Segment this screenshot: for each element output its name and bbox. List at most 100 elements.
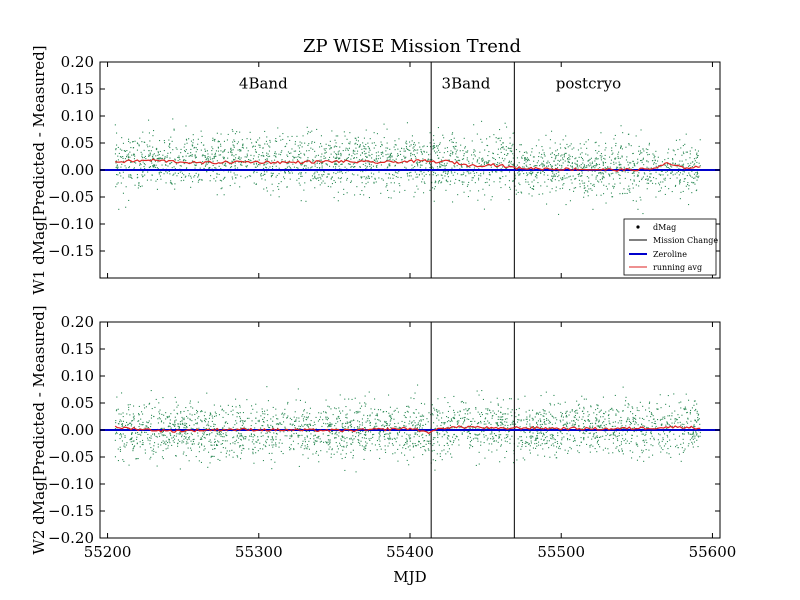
scatter-point xyxy=(312,148,314,150)
scatter-point xyxy=(603,176,605,178)
scatter-point xyxy=(492,410,494,412)
scatter-point xyxy=(201,420,203,422)
scatter-point xyxy=(579,445,581,447)
scatter-point xyxy=(544,181,546,183)
scatter-point xyxy=(389,432,391,434)
scatter-point xyxy=(655,150,657,152)
scatter-point xyxy=(405,438,407,440)
scatter-point xyxy=(223,194,225,196)
scatter-point xyxy=(401,452,403,454)
scatter-point xyxy=(692,436,694,438)
legend-item-zeroline: Zeroline xyxy=(629,250,687,259)
scatter-point xyxy=(241,435,243,437)
w1-running-avg xyxy=(114,158,701,172)
scatter-point xyxy=(537,160,539,162)
scatter-point xyxy=(291,148,293,150)
scatter-point xyxy=(262,174,264,176)
scatter-point xyxy=(530,154,532,156)
scatter-point xyxy=(318,412,320,414)
scatter-point xyxy=(654,420,656,422)
scatter-point xyxy=(390,155,392,157)
scatter-point xyxy=(406,441,408,443)
scatter-point xyxy=(151,414,153,416)
scatter-point xyxy=(481,141,483,143)
scatter-point xyxy=(487,160,489,162)
scatter-point xyxy=(650,433,652,435)
scatter-point xyxy=(448,420,450,422)
scatter-point xyxy=(651,160,653,162)
scatter-point xyxy=(443,423,445,425)
scatter-point xyxy=(307,417,309,419)
scatter-point xyxy=(430,146,432,148)
scatter-point xyxy=(187,410,189,412)
scatter-point xyxy=(241,449,243,451)
scatter-point xyxy=(184,176,186,178)
scatter-point xyxy=(138,182,140,184)
scatter-point xyxy=(390,419,392,421)
scatter-point xyxy=(343,446,345,448)
scatter-point xyxy=(669,431,671,433)
scatter-point xyxy=(565,135,567,137)
scatter-point xyxy=(653,418,655,420)
scatter-point xyxy=(420,150,422,152)
scatter-point xyxy=(296,135,298,137)
scatter-point xyxy=(157,161,159,163)
scatter-point xyxy=(341,163,343,165)
scatter-point xyxy=(306,444,308,446)
scatter-point xyxy=(365,178,367,180)
scatter-point xyxy=(151,408,153,410)
scatter-point xyxy=(225,447,227,449)
scatter-point xyxy=(259,146,261,148)
scatter-point xyxy=(138,145,140,147)
scatter-point xyxy=(528,159,530,161)
scatter-point xyxy=(153,157,155,159)
scatter-point xyxy=(501,439,503,441)
scatter-point xyxy=(357,431,359,433)
scatter-point xyxy=(401,159,403,161)
scatter-point xyxy=(213,428,215,430)
scatter-point xyxy=(155,398,157,400)
scatter-point xyxy=(188,173,190,175)
scatter-point xyxy=(387,147,389,149)
scatter-point xyxy=(346,413,348,415)
scatter-point xyxy=(233,436,235,438)
scatter-point xyxy=(353,157,355,159)
scatter-point xyxy=(518,168,520,170)
scatter-point xyxy=(391,417,393,419)
scatter-point xyxy=(267,400,269,402)
scatter-point xyxy=(408,179,410,181)
scatter-point xyxy=(584,433,586,435)
scatter-point xyxy=(203,436,205,438)
scatter-point xyxy=(449,440,451,442)
scatter-point xyxy=(532,447,534,449)
scatter-point xyxy=(528,193,530,195)
scatter-point xyxy=(330,423,332,425)
scatter-point xyxy=(163,158,165,160)
scatter-point xyxy=(498,157,500,159)
scatter-point xyxy=(216,194,218,196)
scatter-point xyxy=(617,172,619,174)
scatter-point xyxy=(147,427,149,429)
scatter-point xyxy=(483,442,485,444)
scatter-point xyxy=(266,187,268,189)
scatter-point xyxy=(649,173,651,175)
scatter-point xyxy=(517,445,519,447)
scatter-point xyxy=(414,445,416,447)
scatter-point xyxy=(265,442,267,444)
scatter-point xyxy=(185,149,187,151)
scatter-point xyxy=(243,438,245,440)
scatter-point xyxy=(689,153,691,155)
scatter-point xyxy=(240,433,242,435)
scatter-point xyxy=(185,433,187,435)
scatter-point xyxy=(266,167,268,169)
scatter-point xyxy=(361,418,363,420)
scatter-point xyxy=(191,155,193,157)
scatter-point xyxy=(514,185,516,187)
scatter-point xyxy=(382,424,384,426)
scatter-point xyxy=(424,440,426,442)
scatter-point xyxy=(414,155,416,157)
scatter-point xyxy=(491,171,493,173)
scatter-point xyxy=(172,436,174,438)
scatter-point xyxy=(412,412,414,414)
scatter-point xyxy=(437,441,439,443)
